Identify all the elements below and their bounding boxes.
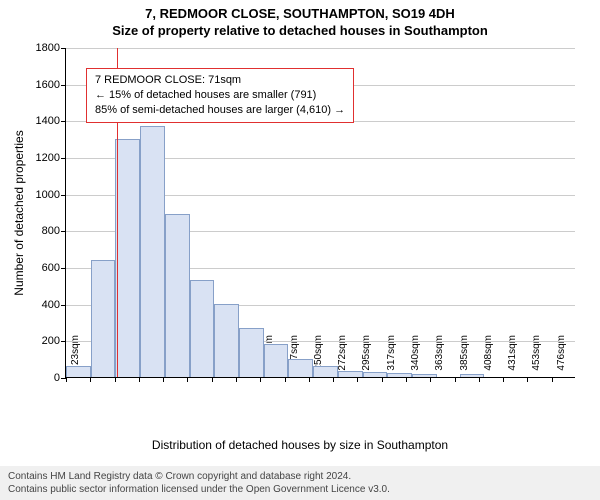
chart-title-line1: 7, REDMOOR CLOSE, SOUTHAMPTON, SO19 4DH bbox=[0, 0, 600, 21]
xtick-mark bbox=[503, 377, 504, 382]
ytick-label: 1600 bbox=[36, 79, 66, 91]
xtick-mark bbox=[163, 377, 164, 382]
ytick-label: 1200 bbox=[36, 152, 66, 164]
xtick-mark bbox=[382, 377, 383, 382]
y-axis-label: Number of detached properties bbox=[12, 48, 26, 378]
xtick-mark bbox=[139, 377, 140, 382]
bar bbox=[140, 126, 165, 377]
ytick-label: 800 bbox=[42, 225, 66, 237]
xtick-mark bbox=[309, 377, 310, 382]
bar bbox=[91, 260, 116, 377]
xtick-mark bbox=[236, 377, 237, 382]
xtick-mark bbox=[552, 377, 553, 382]
ytick-label: 1000 bbox=[36, 189, 66, 201]
bar bbox=[338, 371, 363, 377]
footer-line2: Contains public sector information licen… bbox=[8, 483, 592, 496]
ytick-label: 200 bbox=[42, 335, 66, 347]
xtick-mark bbox=[285, 377, 286, 382]
chart-container: 7, REDMOOR CLOSE, SOUTHAMPTON, SO19 4DH … bbox=[0, 0, 600, 500]
bar bbox=[387, 373, 412, 377]
annotation-line2: ← 15% of detached houses are smaller (79… bbox=[95, 88, 345, 103]
xtick-mark bbox=[357, 377, 358, 382]
xtick-mark bbox=[406, 377, 407, 382]
xtick-mark bbox=[90, 377, 91, 382]
x-axis-label: Distribution of detached houses by size … bbox=[0, 438, 600, 452]
annotation-line1: 7 REDMOOR CLOSE: 71sqm bbox=[95, 73, 345, 88]
xtick-mark bbox=[212, 377, 213, 382]
bar bbox=[460, 374, 485, 377]
ytick-label: 600 bbox=[42, 262, 66, 274]
bar bbox=[412, 374, 437, 377]
bar bbox=[313, 366, 338, 377]
xtick-mark bbox=[260, 377, 261, 382]
footer-line1: Contains HM Land Registry data © Crown c… bbox=[8, 470, 592, 483]
ytick-label: 1800 bbox=[36, 42, 66, 54]
xtick-mark bbox=[455, 377, 456, 382]
xtick-mark bbox=[527, 377, 528, 382]
plot-area: 7 REDMOOR CLOSE: 71sqm ← 15% of detached… bbox=[65, 48, 575, 378]
xtick-mark bbox=[479, 377, 480, 382]
xtick-mark bbox=[430, 377, 431, 382]
annotation-box: 7 REDMOOR CLOSE: 71sqm ← 15% of detached… bbox=[86, 68, 354, 123]
chart-title-line2: Size of property relative to detached ho… bbox=[0, 21, 600, 38]
bar bbox=[165, 214, 190, 377]
ytick-label: 0 bbox=[54, 372, 66, 384]
bar bbox=[66, 366, 91, 377]
bar bbox=[363, 372, 388, 377]
bar bbox=[239, 328, 264, 378]
annotation-line3: 85% of semi-detached houses are larger (… bbox=[95, 103, 345, 118]
bar bbox=[214, 304, 239, 377]
bar bbox=[115, 139, 140, 377]
xtick-mark bbox=[66, 377, 67, 382]
xtick-mark bbox=[115, 377, 116, 382]
ytick-label: 400 bbox=[42, 299, 66, 311]
footer: Contains HM Land Registry data © Crown c… bbox=[0, 466, 600, 500]
bar bbox=[264, 344, 289, 377]
bar bbox=[190, 280, 215, 377]
ytick-label: 1400 bbox=[36, 115, 66, 127]
bar bbox=[288, 359, 313, 377]
xtick-mark bbox=[333, 377, 334, 382]
xtick-mark bbox=[187, 377, 188, 382]
